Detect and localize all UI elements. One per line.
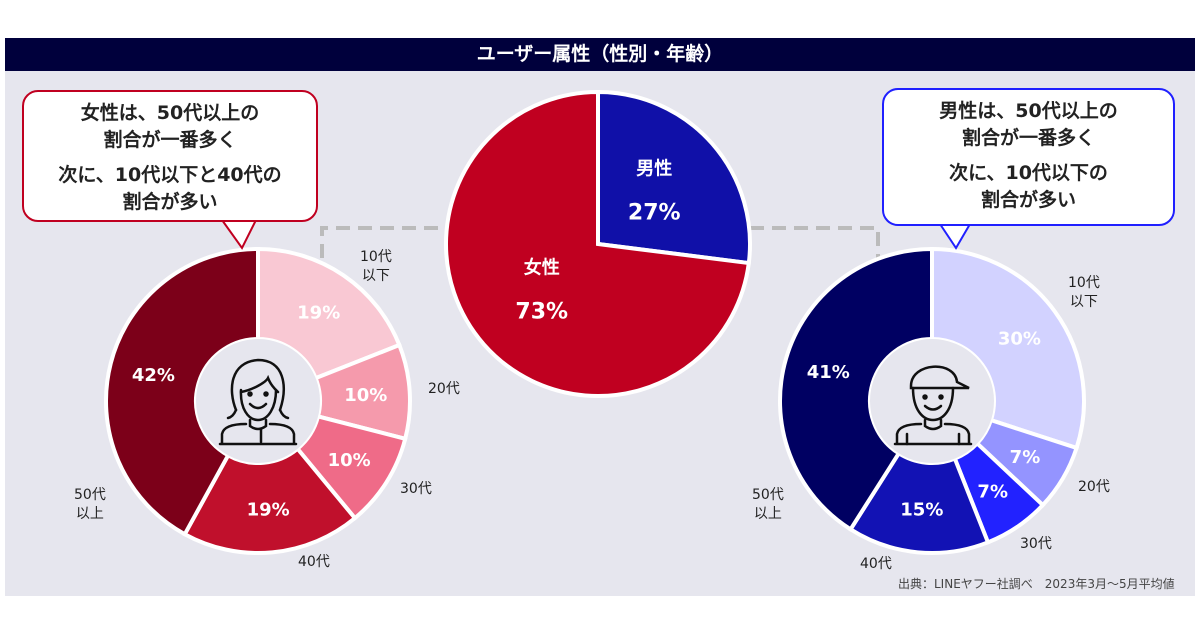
category-label: 30代	[400, 481, 432, 497]
callout-right-tail	[939, 223, 971, 250]
callout-female: 女性は、50代以上の 割合が一番多く 次に、10代以下と40代の 割合が多い	[22, 90, 318, 222]
callout-male: 男性は、50代以上の 割合が一番多く 次に、10代以下の 割合が多い	[882, 88, 1175, 226]
callout-line: 割合が一番多く	[961, 127, 1095, 149]
donut-hole	[196, 339, 320, 463]
callout-line: 次に、10代以下の	[949, 162, 1108, 184]
man-cap-icon	[893, 365, 973, 446]
category-label: 20代	[428, 381, 460, 397]
data-label: 41%	[807, 362, 850, 383]
callout-line: 割合が多い	[122, 191, 218, 213]
slice	[182, 445, 358, 555]
callout-left-tail	[221, 219, 257, 250]
donut-hole	[870, 339, 994, 463]
data-label: 42%	[132, 365, 175, 386]
data-label: 10%	[328, 450, 371, 471]
data-label: 15%	[900, 500, 943, 521]
data-label: 19%	[297, 303, 340, 324]
female-age-chart: 19% 10% 10% 19% 42%	[104, 246, 412, 555]
category-label: 40代	[298, 554, 330, 570]
data-label: 30%	[998, 329, 1041, 350]
data-label: 73%	[515, 300, 568, 325]
category-label: 10代 以下	[1068, 275, 1100, 310]
slice-category: 女性	[524, 257, 560, 279]
male-age-chart: 30% 7%7% 15% 41%	[778, 246, 1086, 555]
category-label: 30代	[1020, 536, 1052, 552]
woman-icon	[218, 358, 298, 446]
connector-lines	[320, 226, 880, 258]
category-label: 50代 以上	[752, 487, 784, 522]
callout-line: 割合が一番多く	[103, 129, 237, 151]
connector-left	[320, 226, 448, 258]
connector-right	[750, 226, 880, 258]
data-label: 10%	[344, 385, 387, 406]
callout-line: 次に、10代以下と40代の	[58, 164, 282, 186]
category-label: 20代	[1078, 479, 1110, 495]
callout-line: 割合が多い	[980, 189, 1076, 211]
category-label: 50代 以上	[74, 487, 106, 522]
page-title: ユーザー属性（性別・年齢）	[5, 38, 1195, 71]
data-label: 7%	[977, 481, 1008, 502]
slice	[444, 89, 752, 398]
gender-chart: 男性 27% 女性 73%	[444, 89, 752, 398]
callout-line: 男性は、50代以上の	[939, 100, 1118, 122]
category-label: 10代 以下	[360, 249, 392, 284]
data-label: 27%	[628, 200, 681, 225]
slice-category: 男性	[636, 157, 672, 179]
data-label: 7%	[1010, 447, 1041, 468]
slice	[596, 89, 752, 266]
source-note: 出典：LINEヤフー社調べ 2023年3月～5月平均値	[898, 577, 1175, 591]
data-label: 19%	[247, 500, 290, 521]
callout-line: 女性は、50代以上の	[80, 102, 260, 124]
category-label: 40代	[860, 556, 892, 572]
